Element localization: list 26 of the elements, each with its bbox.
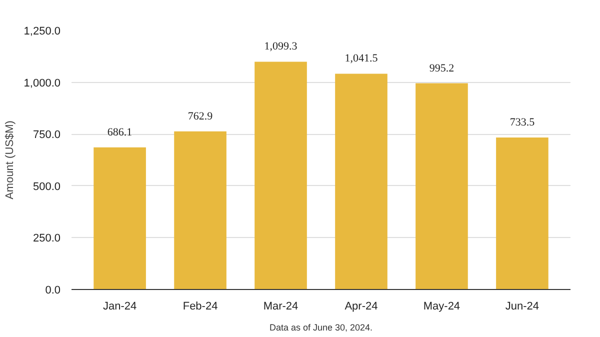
data-label: 686.1: [107, 126, 132, 138]
x-tick-label: Jun-24: [505, 300, 540, 312]
x-tick-label: Mar-24: [263, 300, 298, 312]
bar: [254, 62, 307, 290]
y-tick-label: 0.0: [45, 284, 61, 296]
x-tick-label: Feb-24: [182, 300, 218, 312]
bar: [496, 138, 548, 290]
x-tick-label: Jan-24: [102, 300, 137, 312]
x-tick-label: May-24: [423, 300, 460, 312]
y-tick-label: 500.0: [32, 180, 61, 193]
data-label: 762.9: [188, 110, 214, 122]
text: Data as of June 30, 2024.: [269, 322, 373, 332]
bar: [94, 147, 146, 290]
y-tick-label: 1,000.0: [24, 77, 60, 90]
data-label: 1,041.5: [344, 52, 378, 65]
data-label: 1,099.3: [264, 40, 298, 53]
y-tick-label: 250.0: [32, 232, 61, 245]
y-axis-title: Amount (US$M): [4, 120, 16, 200]
x-tick-label: Apr-24: [344, 300, 378, 312]
bar: [335, 74, 388, 290]
data-label: 733.5: [510, 116, 536, 129]
bar: [416, 83, 468, 290]
y-tick-label: 1,250.0: [24, 26, 60, 38]
bar: [174, 131, 226, 290]
y-tick-label: 750.0: [32, 129, 61, 142]
data-label: 995.2: [429, 62, 454, 74]
